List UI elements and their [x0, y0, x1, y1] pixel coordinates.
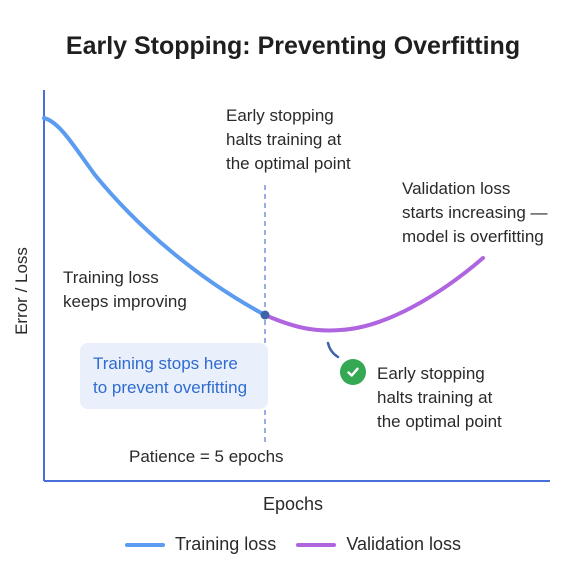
pointer-arrow — [326, 341, 340, 359]
patience-label: Patience = 5 epochs — [129, 447, 284, 466]
early-stop-point — [260, 310, 270, 320]
training-loss-curve — [42, 116, 267, 317]
legend-item-training: Training loss — [124, 534, 277, 555]
legend: Training loss Validation loss — [0, 534, 586, 555]
stop-callout: Training stops here to prevent overfitti… — [80, 343, 268, 409]
y-axis-label: Error / Loss — [12, 247, 31, 335]
diagram-title: Early Stopping: Preventing Overfitting — [65, 32, 521, 60]
annotation-validation-overfitting: Validation loss starts increasing — mode… — [402, 179, 548, 246]
legend-swatch-training — [124, 542, 165, 547]
validation-loss-curve — [263, 256, 485, 333]
annotation-early-stopping-top: Early stopping halts training at the opt… — [226, 106, 351, 173]
stop-callout-text: Training stops here to prevent overfitti… — [93, 354, 248, 397]
legend-label-validation: Validation loss — [346, 534, 462, 554]
annotation-early-stopping-bottom: Early stopping halts training at the opt… — [377, 364, 502, 431]
legend-item-validation: Validation loss — [296, 534, 461, 555]
annotation-training-improving: Training loss keeps improving — [63, 268, 187, 311]
x-axis-label: Epochs — [262, 494, 324, 514]
check-circle-icon — [340, 359, 366, 385]
legend-label-training: Training loss — [174, 534, 277, 554]
legend-swatch-validation — [296, 542, 337, 547]
